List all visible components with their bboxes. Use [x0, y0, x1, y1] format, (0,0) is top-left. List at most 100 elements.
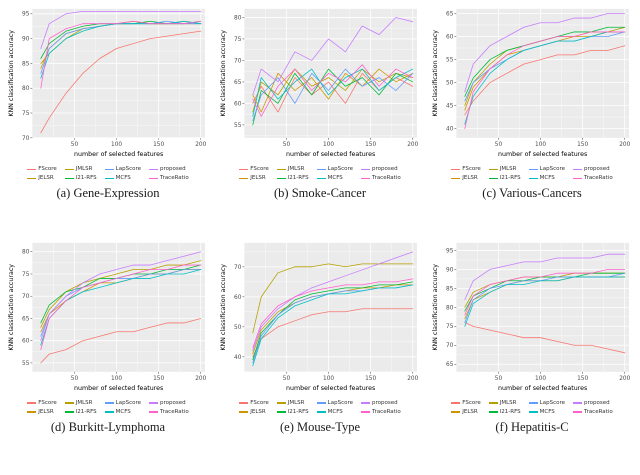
legend-line-swatch [64, 168, 74, 171]
legend-line-swatch [239, 177, 249, 180]
y-tick-label: 85 [22, 61, 30, 67]
legend-label: FScore [250, 399, 269, 406]
x-axis-title: number of selected features [498, 385, 587, 392]
series-line-JMLSR [40, 259, 202, 328]
legend-label: FScore [462, 399, 481, 406]
x-tick-label: 100 [111, 142, 122, 148]
legend-line-swatch [64, 402, 74, 404]
chart-mouse-type: 50 100 150 200 40 50 60 70 number of selected fe… [220, 242, 419, 392]
legend-mouse-type: FScore JELSR JMLSR l21-RFS LapScore MCFS propo… [239, 399, 401, 416]
legend-entry-FScore: FScore [239, 166, 269, 173]
y-tick-label: 95 [22, 12, 30, 18]
legend-label: MCFS [327, 408, 343, 415]
legend-entry-proposed: proposed [361, 400, 401, 407]
x-tick-label: 200 [407, 142, 418, 148]
legend-entry-JELSR: JELSR [239, 409, 268, 416]
series-line-FScore [40, 30, 202, 134]
legend-label: FScore [38, 399, 57, 406]
y-tick-label: 60 [234, 101, 242, 107]
x-tick-label: 150 [577, 376, 588, 382]
legend-line-swatch [276, 402, 286, 404]
y-tick-label: 70 [22, 136, 30, 142]
series-line-TraceRatio [252, 277, 414, 348]
y-tick-label: 80 [22, 86, 30, 92]
series-line-MCFS [464, 276, 626, 327]
legend-label: JMLSR [75, 399, 93, 406]
legend-line-swatch [104, 402, 114, 404]
legend-entry-JELSR: JELSR [239, 175, 268, 182]
legend-label: JELSR [250, 175, 266, 181]
legend-line-swatch [528, 168, 538, 171]
legend-entry-LapScore: LapScore [316, 400, 353, 407]
legend-line-swatch [64, 177, 74, 180]
legend-label: proposed [160, 166, 186, 172]
y-tick-label: 60 [234, 294, 242, 300]
x-tick-label: 150 [153, 376, 164, 382]
y-tick-label: 90 [22, 37, 30, 43]
x-tick-label: 100 [323, 142, 334, 148]
series-line-proposed [40, 10, 202, 49]
chart-hepatitis-c: 50 100 150 200 65 70 75 80 85 90 95 number of selec… [432, 242, 631, 392]
series-line-FScore [464, 45, 626, 116]
y-tick-label: 90 [446, 267, 454, 273]
chart-gene-expression: 50 100 150 200 70 75 80 85 90 95 number of selecte… [8, 8, 207, 158]
y-tick-label: 75 [22, 111, 30, 117]
series-line-l21-RFS [252, 68, 414, 126]
x-tick-label: 200 [619, 142, 630, 148]
legend-entry-FScore: FScore [27, 166, 57, 173]
legend-label: l21-RFS [287, 175, 309, 181]
legend-label: LapScore [115, 399, 141, 406]
x-tick-label: 150 [153, 142, 164, 148]
legend-entry-l21-RFS: l21-RFS [488, 409, 521, 416]
series-line-TraceRatio [464, 31, 626, 129]
legend-line-swatch [316, 411, 326, 413]
legend-entry-MCFS: MCFS [104, 408, 141, 416]
legend-line-swatch [149, 402, 158, 404]
x-axis-title: number of selected features [286, 151, 375, 158]
legend-line-swatch [316, 177, 326, 180]
legend-label: LapScore [539, 166, 565, 172]
legend-label: MCFS [115, 408, 131, 415]
legend-label: JMLSR [499, 399, 517, 406]
series-line-JMLSR [252, 263, 414, 333]
legend-entry-LapScore: LapScore [104, 399, 141, 407]
y-tick-label: 50 [446, 80, 454, 86]
subplot-caption: (a) Gene-Expression [56, 186, 160, 200]
subplot-caption: (e) Mouse-Type [280, 419, 360, 434]
x-tick-label: 100 [323, 376, 334, 382]
legend-line-swatch [361, 168, 370, 171]
legend-label: proposed [160, 399, 186, 406]
y-tick-label: 70 [22, 294, 30, 300]
legend-label: TraceRatio [160, 175, 189, 181]
y-axis-title: KNN classification accuracy [432, 30, 439, 117]
y-axis-title: KNN classification accuracy [220, 263, 227, 350]
y-tick-label: 75 [22, 271, 30, 277]
legend-various-cancers: FScore JELSR JMLSR l21-RFS LapScore MCFS propo… [451, 166, 613, 182]
x-tick-label: 50 [495, 142, 503, 148]
y-tick-label: 80 [22, 249, 30, 255]
legend-label: FScore [38, 166, 57, 172]
y-tick-label: 70 [446, 343, 454, 349]
y-tick-label: 70 [234, 264, 242, 270]
x-axis-title: number of selected features [286, 385, 375, 392]
y-tick-label: 95 [446, 248, 454, 254]
legend-line-swatch [27, 168, 37, 171]
y-tick-label: 55 [446, 57, 454, 63]
legend-line-swatch [488, 411, 498, 413]
legend-entry-FScore: FScore [451, 166, 481, 173]
y-tick-label: 65 [446, 362, 454, 368]
legend-label: MCFS [539, 408, 555, 415]
x-axis-title: number of selected features [74, 385, 163, 392]
legend-line-swatch [104, 411, 114, 413]
y-tick-label: 80 [234, 15, 242, 21]
y-tick-label: 40 [446, 127, 454, 133]
subplot-mouse-type: 50 100 150 200 40 50 60 70 number of selected fe… [214, 238, 426, 472]
legend-entry-JMLSR: JMLSR [64, 166, 97, 173]
legend-entry-proposed: proposed [573, 166, 613, 173]
x-tick-label: 50 [283, 376, 291, 382]
legend-entry-TraceRatio: TraceRatio [573, 175, 613, 182]
series-line-JMLSR [252, 68, 414, 113]
subplot-burkitt-lymphoma: 50 100 150 200 55 60 65 70 75 80 number of selecte… [2, 238, 214, 472]
legend-label: LapScore [115, 166, 141, 172]
y-tick-label: 65 [234, 80, 242, 86]
